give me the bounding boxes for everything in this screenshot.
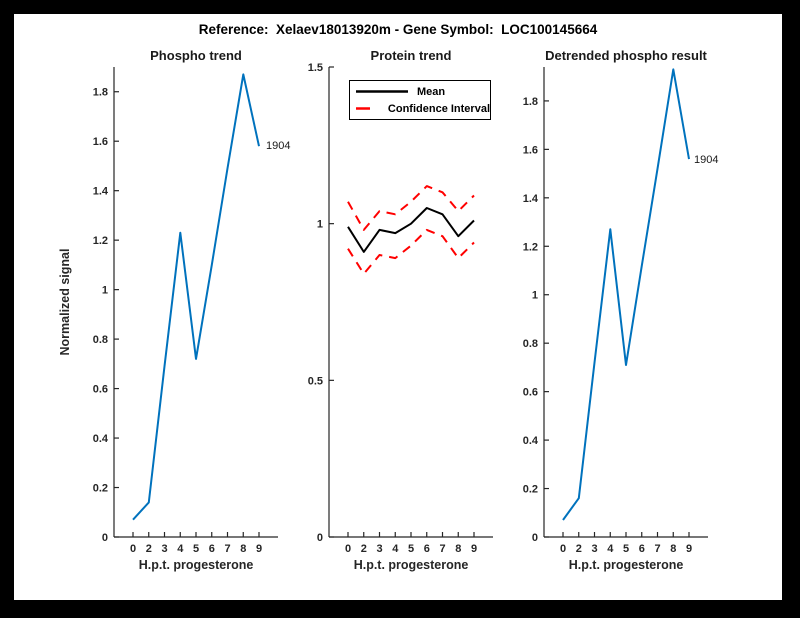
x-tick-label: 9 — [256, 543, 262, 555]
x-tick-label: 0 — [345, 543, 351, 555]
y-tick-label: 1 — [317, 219, 323, 231]
x-tick-label: 9 — [471, 543, 477, 555]
y-tick-label: 1.4 — [93, 186, 109, 198]
y-tick-label: 0 — [317, 532, 323, 544]
y-tick-label: 0.8 — [523, 338, 538, 350]
y-tick-label: 1 — [102, 285, 108, 297]
legend-label-confidence-interval: Confidence Interval — [387, 102, 490, 115]
x-tick-label: 6 — [639, 543, 645, 555]
x-tick-label: 4 — [177, 543, 184, 555]
legend-mean-line-sample — [356, 90, 408, 93]
x-tick-label: 0 — [130, 543, 136, 555]
y-tick-label: 1.2 — [93, 235, 108, 247]
subplot-title-protein-trend: Protein trend — [370, 48, 452, 63]
legend-label-mean: Mean — [417, 85, 446, 98]
y-tick-label: 0.4 — [523, 435, 539, 447]
y-tick-label: 1.6 — [523, 144, 538, 156]
subplot-2: 00.20.40.60.811.21.41.61.80 2 3 4 5 6 7 8 9 — [523, 67, 708, 555]
x-tick-label: 3 — [591, 543, 597, 555]
y-tick-label: 0.5 — [308, 375, 323, 387]
x-axis-label-plot2: H.p.t. progesterone — [353, 558, 469, 572]
x-tick-label: 5 — [623, 543, 629, 555]
y-tick-label: 1.2 — [523, 241, 538, 253]
x-axis-label-plot3: H.p.t. progesterone — [568, 558, 684, 572]
x-tick-label: 8 — [670, 543, 676, 555]
y-tick-label: 1.4 — [523, 193, 539, 205]
legend-row-mean: Mean — [356, 83, 490, 100]
x-tick-label: 2 — [146, 543, 152, 555]
x-tick-label: 5 — [408, 543, 414, 555]
probe-annotation-plot3: 1904 — [694, 154, 719, 166]
x-tick-label: 2 — [361, 543, 367, 555]
y-tick-label: 1 — [532, 290, 538, 302]
x-tick-label: 8 — [240, 543, 246, 555]
y-tick-label: 1.8 — [523, 96, 538, 108]
x-tick-label: 0 — [560, 543, 566, 555]
x-tick-label: 3 — [161, 543, 167, 555]
y-tick-label: 0.8 — [93, 334, 108, 346]
x-tick-label: 5 — [193, 543, 199, 555]
x-tick-label: 7 — [439, 543, 445, 555]
x-tick-label: 2 — [576, 543, 582, 555]
y-tick-label: 1.6 — [93, 136, 108, 148]
x-tick-label: 9 — [686, 543, 692, 555]
figure-canvas: 0 0.2 0.4 0.6 0.8 1 1.2 1.4 1.6 1.8 0 2 3 4 5 6 7 8 9 0 0.5 1… — [14, 14, 782, 600]
probe-annotation-plot1: 1904 — [266, 140, 291, 152]
chart-svg: 00.20.40.60.811.21.41.61.80 2 3 4 5 6 7 8 900.51… — [93, 62, 708, 555]
series-line-phospho-signal — [132, 73, 260, 521]
subplot-title-detrended-phospho: Detrended phospho result — [545, 48, 707, 63]
subplot-title-phospho-trend: Phospho trend — [150, 48, 242, 63]
y-tick-label: 0 — [102, 532, 108, 544]
x-tick-label: 8 — [455, 543, 461, 555]
x-tick-label: 4 — [392, 543, 399, 555]
y-tick-label: 0.6 — [523, 387, 538, 399]
x-axis-label-plot1: H.p.t. progesterone — [138, 558, 254, 572]
figure-title: Reference: Xelaev18013920m - Gene Symbol… — [198, 22, 598, 37]
series-line-mean — [347, 207, 475, 253]
x-tick-label: 7 — [654, 543, 660, 555]
y-tick-label: 0 — [532, 532, 538, 544]
series-line-confidence-interval-lower — [347, 228, 475, 275]
subplot-1: 00.511.50 2 3 4 5 6 7 8 9 — [308, 62, 493, 555]
x-tick-label: 3 — [376, 543, 382, 555]
x-tick-label: 4 — [607, 543, 614, 555]
x-tick-label: 6 — [424, 543, 430, 555]
y-tick-label: 1.5 — [308, 62, 323, 74]
legend-row-confidence-interval: Confidence Interval — [356, 100, 490, 117]
x-tick-label: 7 — [224, 543, 230, 555]
series-line-detrended-phospho-signal — [562, 68, 690, 521]
y-tick-label: 0.4 — [93, 433, 109, 445]
y-tick-label: 0.6 — [93, 384, 108, 396]
legend-ci-line-sample — [356, 107, 379, 110]
x-tick-label: 6 — [209, 543, 215, 555]
series-line-confidence-interval-upper — [347, 185, 475, 231]
subplot-0: 00.20.40.60.811.21.41.61.80 2 3 4 5 6 7 8 9 — [93, 67, 278, 555]
y-tick-label: 1.8 — [93, 87, 108, 99]
y-axis-label: Normalized signal — [58, 248, 72, 356]
legend-box: Mean Confidence Interval — [349, 80, 491, 120]
y-tick-label: 0.2 — [523, 484, 538, 496]
y-tick-label: 0.2 — [93, 483, 108, 495]
